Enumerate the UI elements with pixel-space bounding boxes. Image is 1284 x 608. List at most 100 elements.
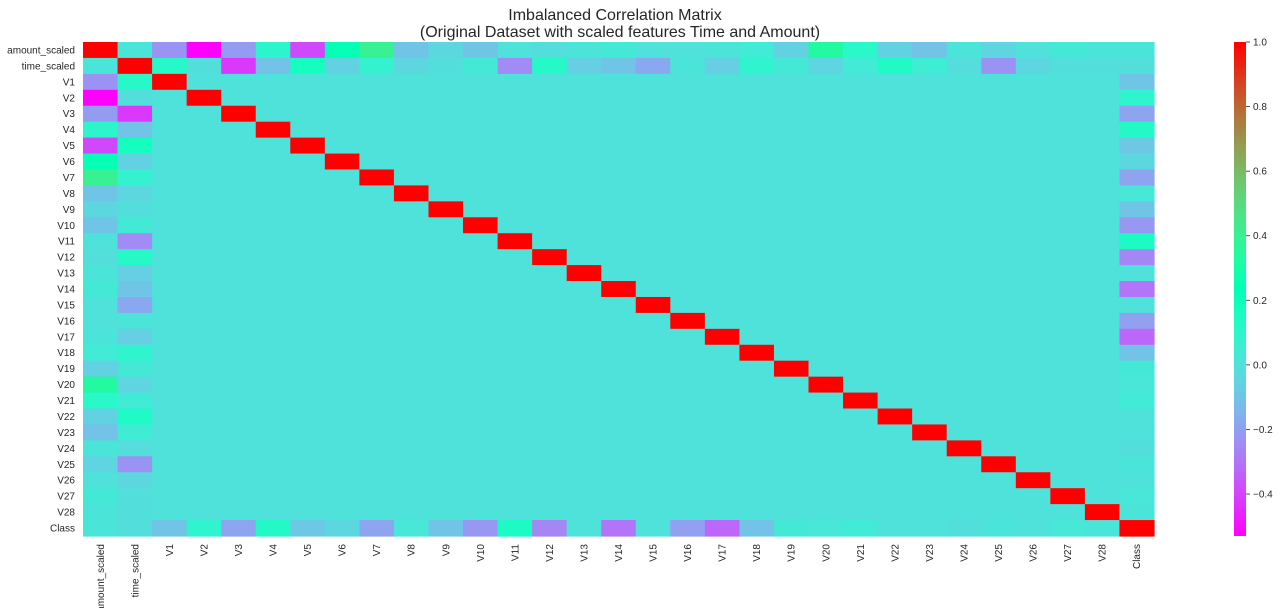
heatmap-cell (532, 169, 568, 187)
heatmap-cell (1084, 42, 1121, 59)
heatmap-cell (739, 392, 775, 410)
heatmap-cell (1050, 488, 1086, 505)
heatmap-cell (670, 233, 706, 250)
heatmap-cell (912, 121, 948, 139)
colorbar-tick-label: −0.4 (1253, 490, 1273, 501)
heatmap-cell (221, 201, 257, 218)
heatmap-cell (359, 488, 395, 505)
heatmap-cell (808, 408, 844, 426)
heatmap-cell (877, 89, 913, 107)
heatmap-cell (152, 265, 188, 282)
heatmap-cell (912, 504, 948, 521)
heatmap-cell (946, 89, 982, 107)
heatmap-cell (843, 201, 879, 218)
heatmap-cell (1119, 408, 1155, 426)
heatmap-cell (393, 105, 430, 123)
heatmap-cell (773, 488, 810, 505)
heatmap-cell (843, 376, 879, 394)
x-tick-labels: amount_scaled time_scaled V1 V2 V3 V4 V5 V6 V7 V8… (96, 544, 1143, 608)
heatmap-cell (497, 89, 533, 107)
heatmap-cell (566, 408, 602, 426)
heatmap-cell (393, 265, 430, 282)
heatmap-cell (1050, 249, 1086, 266)
heatmap-cell (773, 408, 810, 426)
heatmap-cell (324, 217, 360, 234)
heatmap-cell (428, 42, 464, 59)
heatmap-cell (393, 137, 430, 155)
heatmap-cell (981, 408, 1017, 426)
heatmap-cell (601, 520, 637, 537)
heatmap-cell (1119, 57, 1155, 75)
heatmap-cell (843, 424, 879, 441)
heatmap-cell (324, 169, 360, 187)
heatmap-cell (566, 89, 602, 107)
heatmap-cell (773, 281, 810, 298)
heatmap-cell (83, 73, 119, 91)
heatmap-cell (290, 233, 326, 250)
heatmap-cell (566, 520, 602, 537)
chart-title: Imbalanced Correlation Matrix (508, 7, 721, 24)
heatmap-cell (1015, 376, 1051, 394)
heatmap-cell (981, 376, 1017, 394)
heatmap-cell (843, 392, 879, 410)
heatmap-cell (393, 472, 430, 489)
heatmap-cell (808, 201, 844, 218)
heatmap-cell (428, 89, 464, 107)
heatmap-cell (808, 504, 844, 521)
heatmap-cell (83, 281, 119, 298)
heatmap-cell (877, 265, 913, 282)
heatmap-cell (255, 89, 291, 107)
heatmap-cell (670, 344, 706, 362)
heatmap-cell (393, 488, 430, 505)
heatmap-cell (635, 312, 671, 330)
heatmap-cell (946, 233, 982, 250)
heatmap-cell (739, 89, 775, 107)
heatmap-cell (152, 296, 188, 314)
heatmap-cell (704, 233, 741, 250)
heatmap-cell (186, 121, 222, 139)
heatmap-cell (635, 233, 671, 250)
heatmap-cell (912, 376, 948, 394)
heatmap-cell (877, 312, 913, 330)
heatmap-cell (532, 456, 568, 473)
x-tick-label: V24 (959, 544, 970, 562)
heatmap-cell (773, 456, 810, 473)
heatmap-cell (566, 57, 602, 75)
heatmap-cell (877, 57, 913, 75)
heatmap-cell (843, 169, 879, 187)
heatmap-cell (843, 42, 879, 59)
heatmap-cell (532, 249, 568, 266)
heatmap-cell (946, 57, 982, 75)
heatmap-cell (221, 169, 257, 187)
x-tick-label: V2 (199, 544, 210, 557)
heatmap-cell (359, 153, 395, 171)
heatmap-cell (497, 217, 533, 234)
heatmap-cell (186, 73, 222, 91)
heatmap-cell (912, 169, 948, 187)
heatmap-cell (1015, 217, 1051, 234)
heatmap-cell (670, 424, 706, 441)
heatmap-cell (843, 456, 879, 473)
x-tick-label: V8 (407, 544, 418, 557)
heatmap-cell (221, 408, 257, 426)
heatmap-cell (393, 233, 430, 250)
colorbar-tick-label: 0.4 (1253, 231, 1267, 242)
y-tick-label: V24 (57, 444, 75, 455)
heatmap-cell (1015, 504, 1051, 521)
heatmap-cell (1050, 265, 1086, 282)
heatmap-cell (946, 265, 982, 282)
heatmap-cell (255, 42, 291, 59)
heatmap-cell (497, 456, 533, 473)
heatmap-cell (428, 472, 464, 489)
heatmap-cell (635, 169, 671, 187)
heatmap-cell (635, 249, 671, 266)
heatmap-cell (117, 376, 153, 394)
heatmap-cell (532, 137, 568, 155)
heatmap-cell (946, 456, 982, 473)
heatmap-cell (359, 392, 395, 410)
heatmap-cell (359, 217, 395, 234)
heatmap-cell (221, 504, 257, 521)
heatmap-cell (601, 296, 637, 314)
heatmap-cell (463, 169, 499, 187)
heatmap-cell (117, 281, 153, 298)
